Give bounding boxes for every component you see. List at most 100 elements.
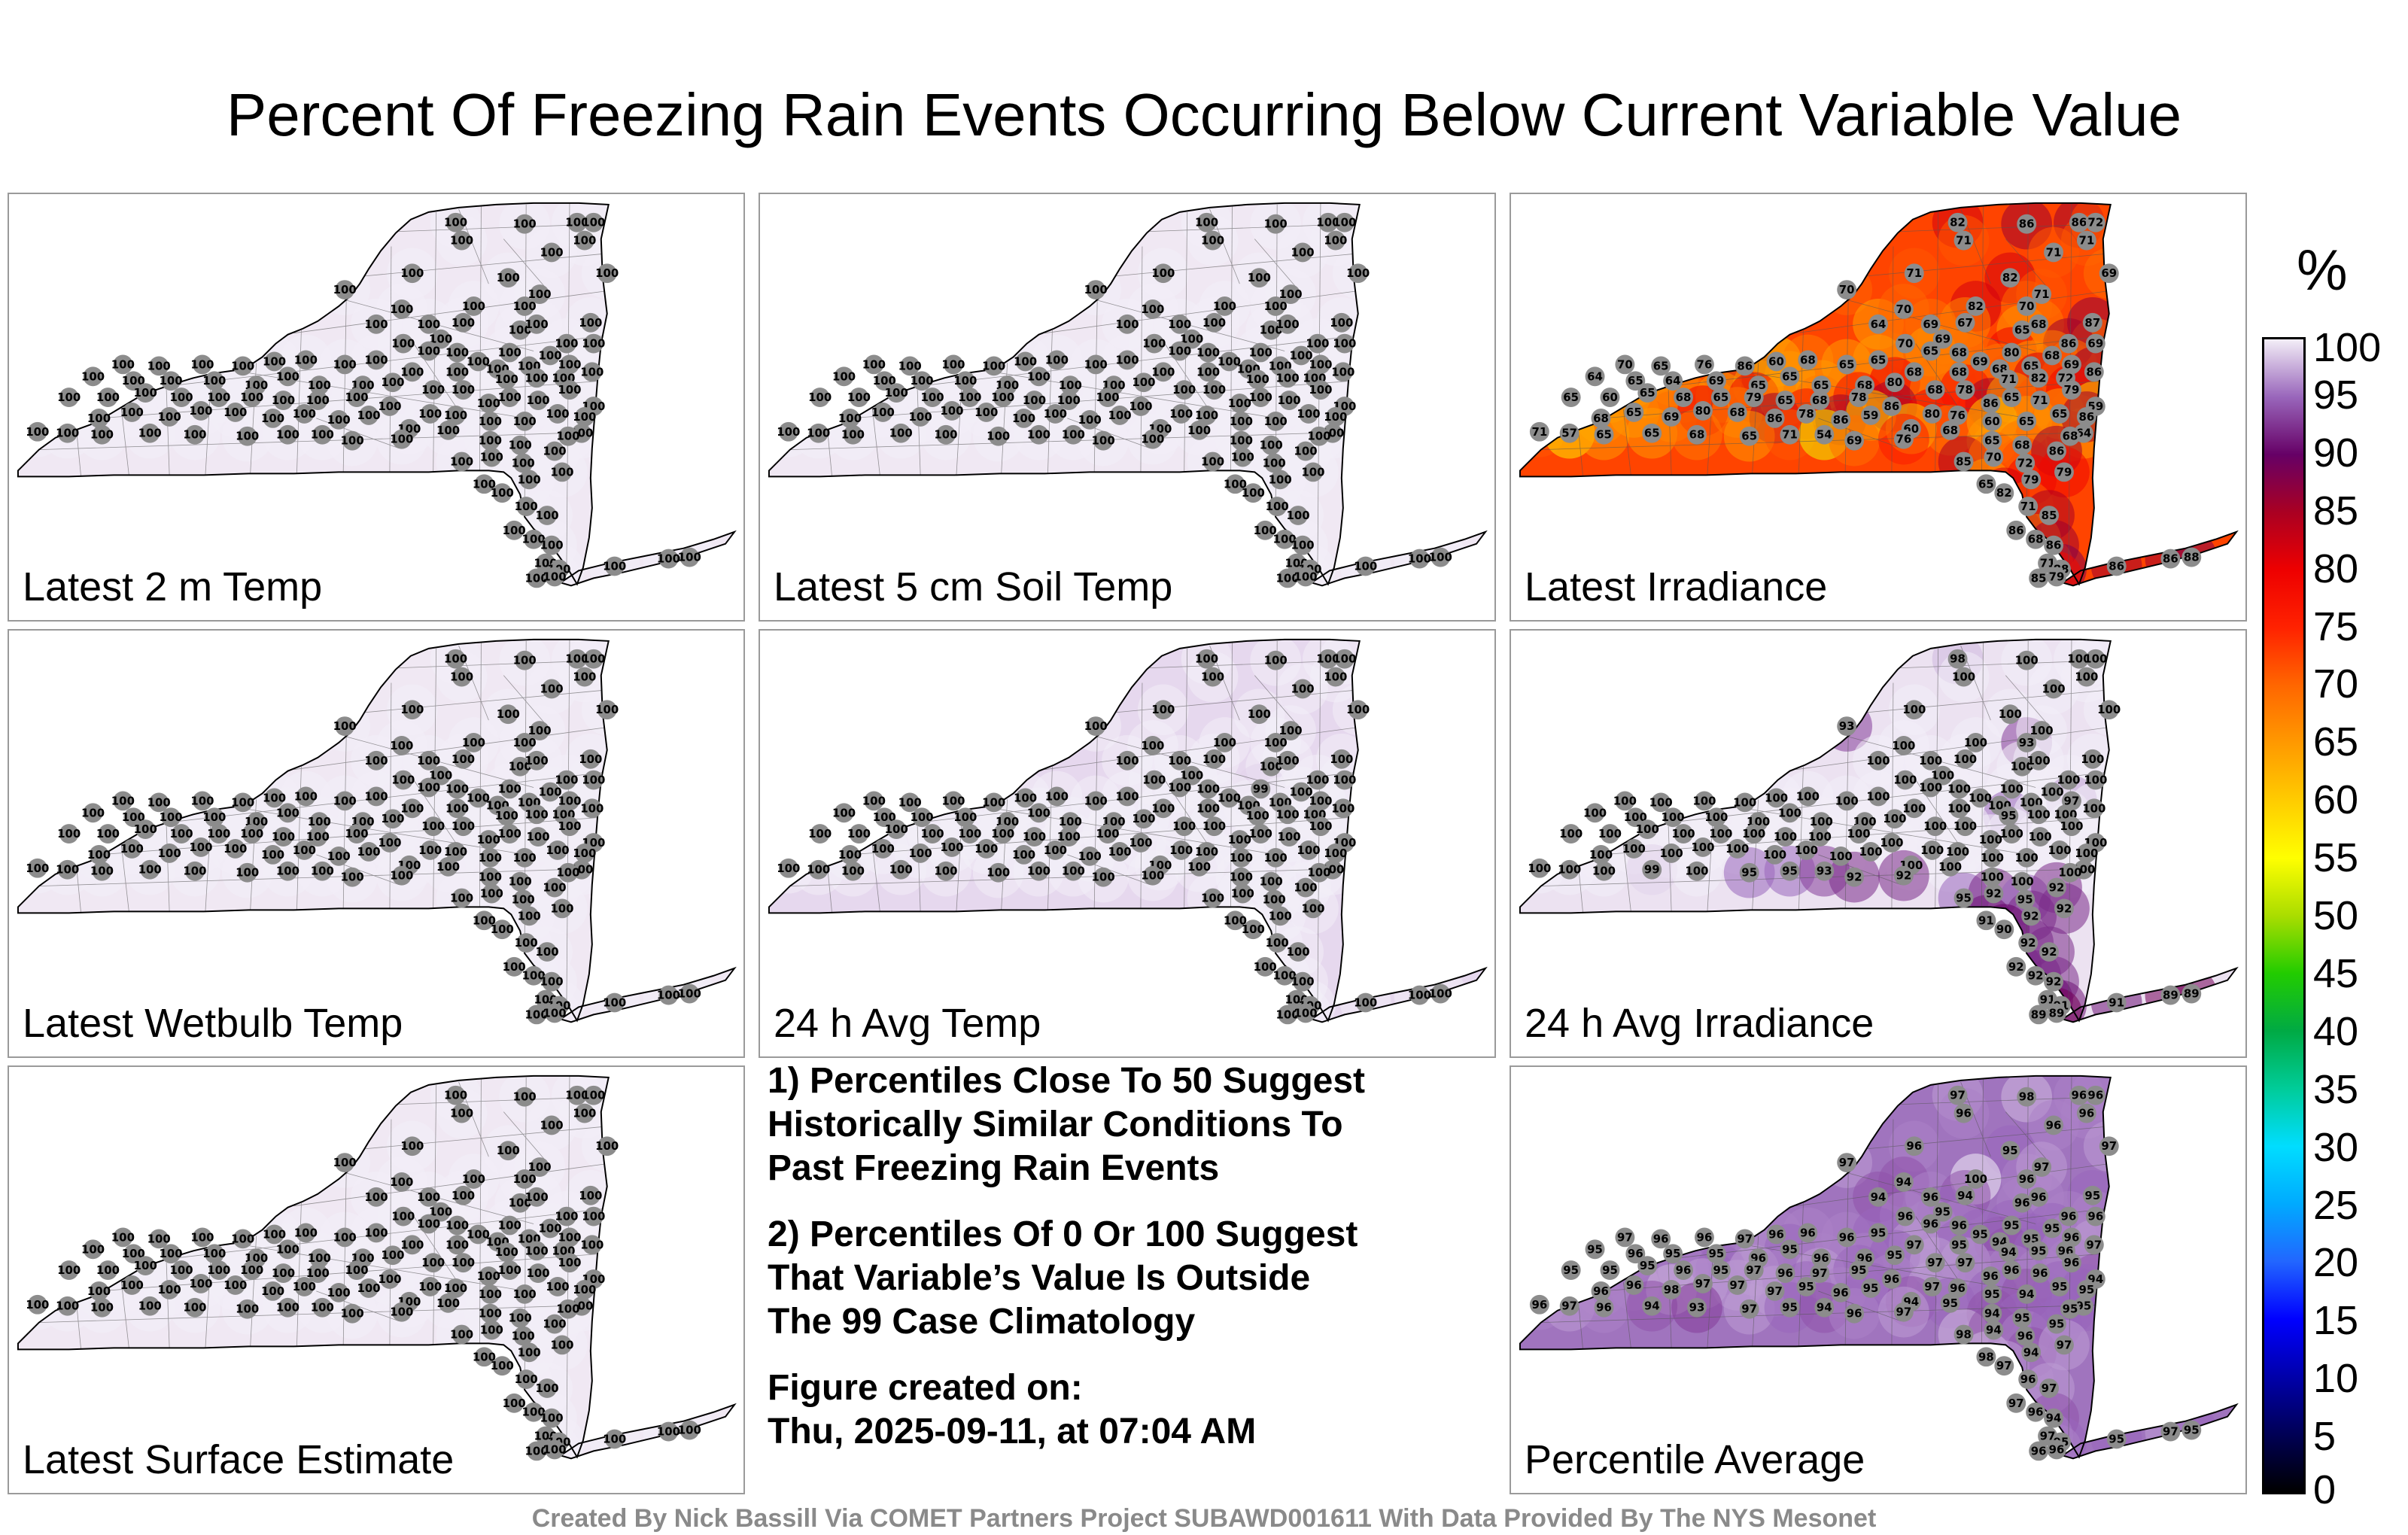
station-marker: 100 bbox=[1301, 462, 1325, 482]
station-value: 99 bbox=[1644, 863, 1660, 877]
station-value: 100 bbox=[294, 1226, 318, 1239]
station-value: 100 bbox=[527, 830, 550, 843]
station-marker: 97 bbox=[2160, 1421, 2181, 1442]
station-marker: 100 bbox=[327, 1282, 351, 1302]
station-marker: 100 bbox=[495, 1242, 518, 1263]
station-value: 65 bbox=[1871, 353, 1887, 366]
station-value: 71 bbox=[2078, 234, 2094, 248]
station-marker: 95 bbox=[1561, 1260, 1581, 1280]
station-marker: 69 bbox=[1920, 314, 1941, 334]
station-value: 100 bbox=[512, 456, 535, 470]
station-marker: 100 bbox=[1685, 861, 1709, 881]
station-marker: 95 bbox=[2060, 1299, 2080, 1319]
station-marker: 100 bbox=[56, 423, 79, 443]
station-value: 100 bbox=[231, 1232, 254, 1245]
station-marker: 100 bbox=[512, 1326, 535, 1346]
station-value: 96 bbox=[2031, 1444, 2047, 1457]
station-value: 100 bbox=[364, 1226, 388, 1239]
station-marker: 100 bbox=[207, 824, 230, 843]
station-marker: 100 bbox=[898, 792, 922, 813]
station-value: 100 bbox=[333, 794, 357, 807]
station-marker: 100 bbox=[400, 700, 424, 720]
station-value: 100 bbox=[1062, 865, 1085, 878]
station-marker: 100 bbox=[832, 366, 856, 387]
station-marker: 100 bbox=[450, 451, 473, 472]
station-value: 100 bbox=[272, 394, 295, 407]
station-value: 100 bbox=[183, 1301, 206, 1315]
station-marker: 100 bbox=[272, 827, 295, 847]
station-marker: 89 bbox=[2047, 1003, 2066, 1023]
station-marker: 100 bbox=[2027, 750, 2051, 771]
station-value: 95 bbox=[2001, 809, 2017, 822]
station-marker: 100 bbox=[603, 992, 626, 1013]
station-value: 100 bbox=[1279, 724, 1303, 737]
station-marker: 100 bbox=[1429, 547, 1452, 567]
station-marker: 72 bbox=[2015, 453, 2036, 473]
note-1: 1) Percentiles Close To 50 Suggest Histor… bbox=[768, 1059, 1475, 1190]
station-value: 100 bbox=[400, 1139, 424, 1153]
station-value: 100 bbox=[1808, 830, 1832, 843]
station-value: 100 bbox=[1129, 400, 1152, 413]
station-marker: 100 bbox=[871, 839, 895, 859]
station-value: 94 bbox=[2001, 1245, 2017, 1259]
station-value: 71 bbox=[2033, 394, 2048, 407]
station-value: 100 bbox=[293, 1280, 316, 1293]
station-value: 100 bbox=[2075, 847, 2098, 860]
station-value: 100 bbox=[1880, 836, 1903, 850]
station-marker: 100 bbox=[974, 839, 998, 859]
station-value: 100 bbox=[2048, 843, 2071, 857]
station-marker: 69 bbox=[2085, 333, 2105, 354]
panel-label: 24 h Avg Irradiance bbox=[1525, 1001, 1874, 1046]
station-marker: 100 bbox=[1260, 871, 1283, 892]
station-marker: 100 bbox=[276, 1239, 299, 1260]
station-value: 96 bbox=[2019, 1172, 2035, 1186]
station-marker: 100 bbox=[1269, 470, 1292, 490]
station-value: 100 bbox=[678, 551, 701, 564]
station-value: 100 bbox=[1242, 923, 1265, 936]
station-marker: 100 bbox=[1254, 520, 1277, 540]
station-value: 86 bbox=[2109, 560, 2124, 573]
station-value: 100 bbox=[1324, 234, 1347, 248]
station-value: 96 bbox=[1951, 1219, 1967, 1233]
station-value: 100 bbox=[418, 843, 442, 857]
station-marker: 100 bbox=[678, 983, 701, 1004]
station-marker: 100 bbox=[378, 1269, 402, 1289]
station-marker: 100 bbox=[543, 567, 567, 587]
station-value: 100 bbox=[841, 865, 865, 878]
station-value: 89 bbox=[2163, 989, 2178, 1002]
station-value: 100 bbox=[2081, 752, 2104, 766]
station-value: 100 bbox=[450, 892, 473, 905]
station-marker: 100 bbox=[1847, 824, 1871, 843]
station-value: 100 bbox=[327, 1286, 351, 1299]
station-value: 97 bbox=[2034, 1160, 2050, 1174]
station-value: 88 bbox=[2184, 551, 2200, 564]
station-marker: 100 bbox=[495, 369, 518, 390]
station-value: 68 bbox=[1676, 391, 1692, 404]
station-marker: 100 bbox=[528, 284, 552, 304]
station-value: 100 bbox=[509, 324, 532, 337]
station-value: 100 bbox=[2067, 652, 2090, 666]
station-value: 100 bbox=[138, 863, 162, 877]
station-marker: 100 bbox=[1291, 679, 1315, 699]
station-marker: 100 bbox=[525, 314, 549, 334]
station-marker: 100 bbox=[390, 736, 413, 755]
station-marker: 100 bbox=[1778, 803, 1801, 823]
station-marker: 100 bbox=[111, 354, 135, 375]
station-value: 100 bbox=[1142, 774, 1166, 787]
station-value: 100 bbox=[558, 819, 581, 833]
station-marker: 69 bbox=[1706, 371, 1726, 391]
station-value: 100 bbox=[1224, 477, 1247, 491]
station-value: 70 bbox=[1896, 302, 1911, 316]
station-value: 100 bbox=[657, 552, 680, 566]
station-marker: 100 bbox=[1059, 812, 1082, 832]
station-marker: 100 bbox=[538, 1218, 562, 1239]
station-value: 89 bbox=[2049, 1006, 2065, 1020]
station-value: 100 bbox=[873, 374, 896, 388]
station-marker: 100 bbox=[480, 447, 503, 467]
station-marker: 100 bbox=[1248, 704, 1271, 725]
station-value: 71 bbox=[2001, 372, 2017, 386]
station-marker: 100 bbox=[1919, 750, 1942, 771]
station-marker: 100 bbox=[527, 391, 550, 410]
